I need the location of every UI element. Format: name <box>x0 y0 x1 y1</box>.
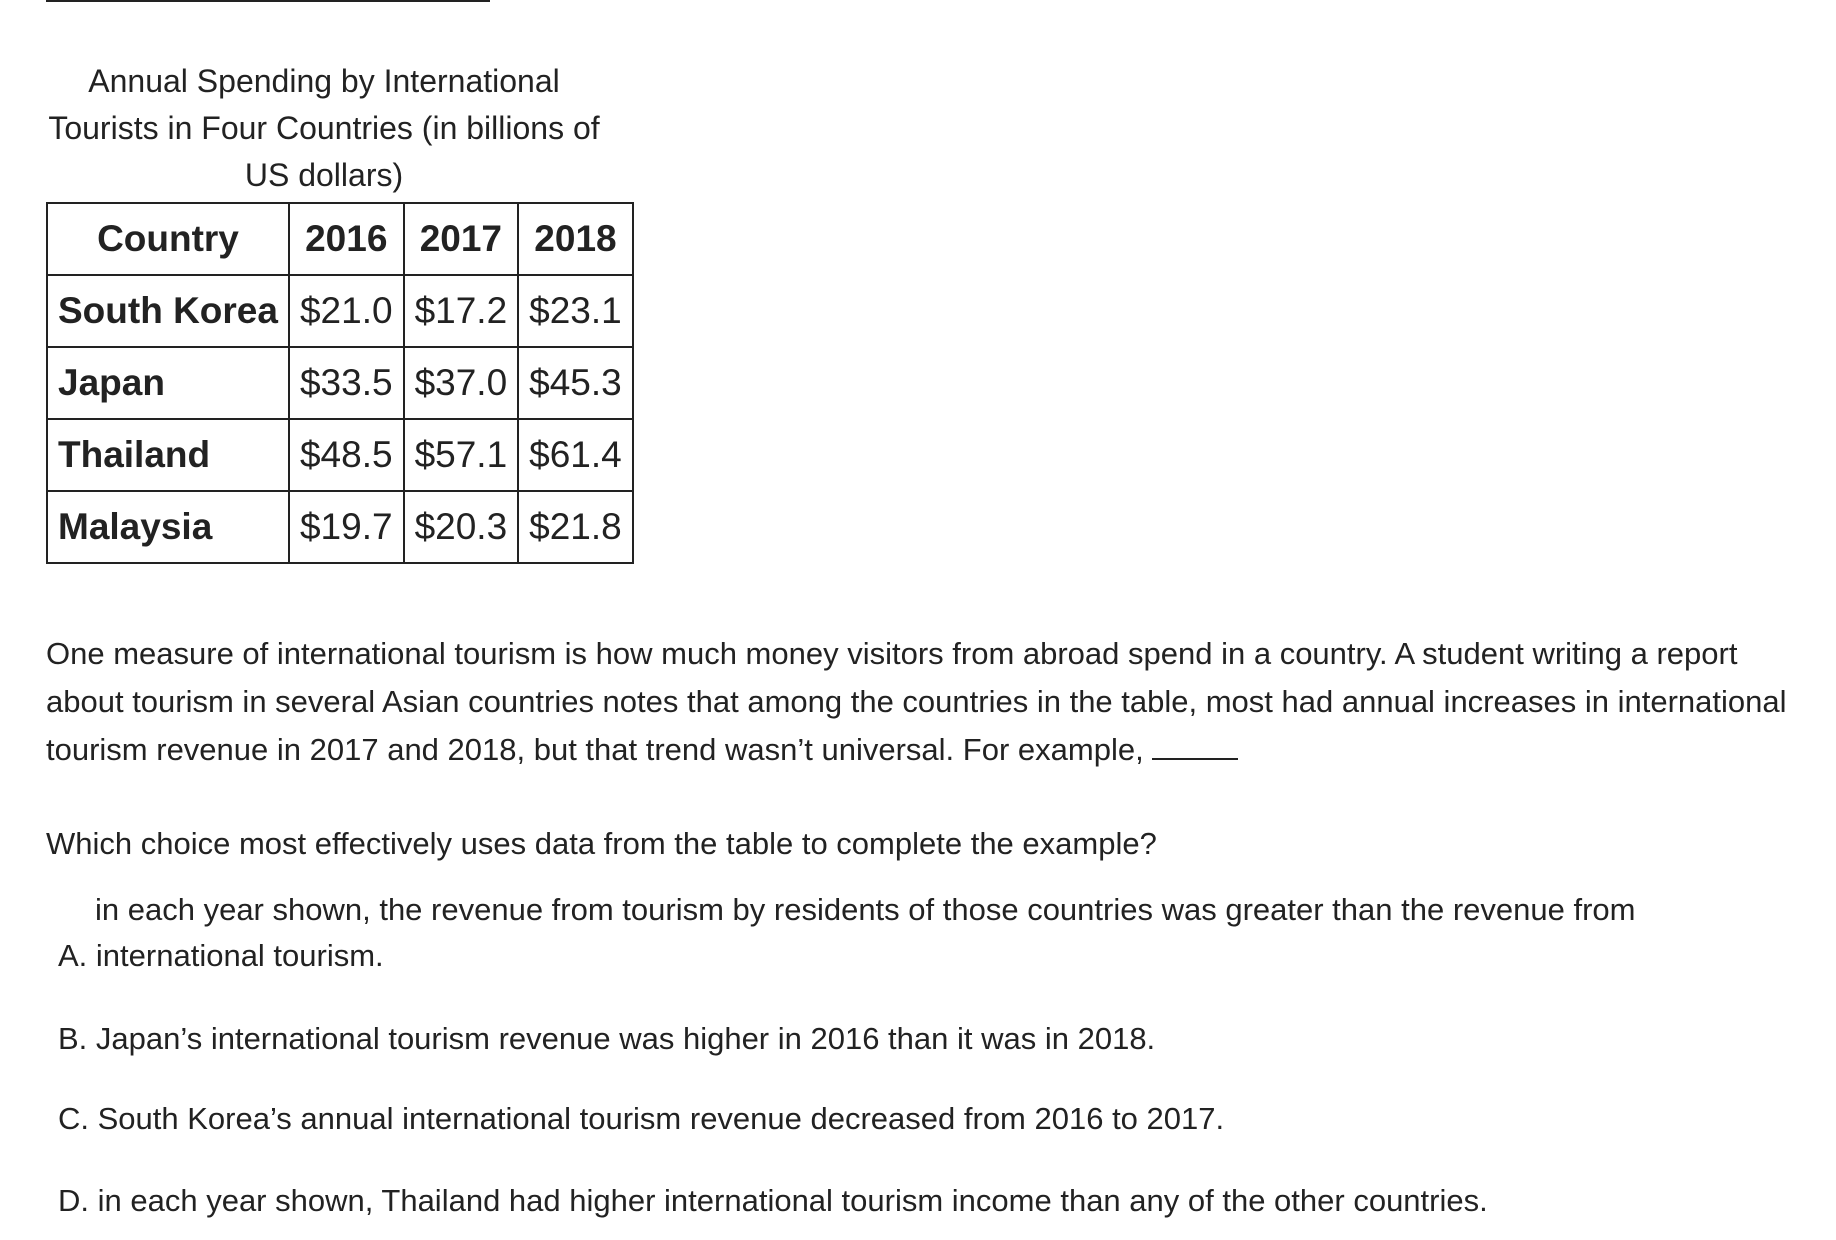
choice-c-text: South Korea’s annual international touri… <box>97 1101 1225 1136</box>
country-cell: Japan <box>46 346 290 420</box>
choice-b[interactable]: B. Japan’s international tourism revenue… <box>58 1016 1155 1062</box>
header-country: Country <box>46 202 290 276</box>
tourism-spending-table: Country 2016 2017 2018 South Korea $21.0… <box>46 202 634 564</box>
table-row: Thailand $48.5 $57.1 $61.4 <box>46 418 634 492</box>
value-cell: $21.8 <box>517 490 634 564</box>
value-cell: $17.2 <box>402 274 520 348</box>
choice-d-letter: D. <box>58 1183 89 1218</box>
table-caption-line-1: Annual Spending by International <box>88 63 560 99</box>
choice-a[interactable]: in each year shown, the revenue from tou… <box>58 887 1758 979</box>
value-cell: $61.4 <box>517 418 634 492</box>
choice-d-text: in each year shown, Thailand had higher … <box>97 1183 1488 1218</box>
header-2016: 2016 <box>287 202 405 276</box>
table-caption-line-2: Tourists in Four Countries (in billions … <box>48 110 600 146</box>
question-prompt: Which choice most effectively uses data … <box>46 826 1157 861</box>
value-cell: $21.0 <box>287 274 405 348</box>
choice-a-text-line-2: international tourism. <box>95 938 384 973</box>
value-cell: $48.5 <box>287 418 405 492</box>
value-cell: $33.5 <box>287 346 405 420</box>
value-cell: $20.3 <box>402 490 520 564</box>
value-cell: $23.1 <box>517 274 634 348</box>
header-2018: 2018 <box>517 202 634 276</box>
choice-a-letter: A. <box>58 938 88 973</box>
fill-in-blank <box>1152 736 1239 760</box>
value-cell: $19.7 <box>287 490 405 564</box>
choice-c-letter: C. <box>58 1101 89 1136</box>
country-cell: Thailand <box>46 418 290 492</box>
table-caption: Annual Spending by International Tourist… <box>46 58 602 199</box>
choice-d[interactable]: D. in each year shown, Thailand had high… <box>58 1178 1488 1224</box>
top-divider <box>46 0 490 2</box>
choice-b-text: Japan’s international tourism revenue wa… <box>95 1021 1156 1056</box>
country-cell: Malaysia <box>46 490 290 564</box>
table-row: Japan $33.5 $37.0 $45.3 <box>46 346 634 420</box>
table-caption-line-3: US dollars) <box>244 157 404 193</box>
table-header-row: Country 2016 2017 2018 <box>46 202 634 276</box>
choice-b-letter: B. <box>58 1021 88 1056</box>
value-cell: $57.1 <box>402 418 520 492</box>
value-cell: $45.3 <box>517 346 634 420</box>
passage-text: One measure of international tourism is … <box>46 630 1816 774</box>
header-2017: 2017 <box>402 202 520 276</box>
passage-body: One measure of international tourism is … <box>46 636 1787 767</box>
table-row: Malaysia $19.7 $20.3 $21.8 <box>46 490 634 564</box>
choice-c[interactable]: C. South Korea’s annual international to… <box>58 1096 1224 1142</box>
choice-a-text-line-1: in each year shown, the revenue from tou… <box>95 892 1636 927</box>
value-cell: $37.0 <box>402 346 520 420</box>
table-row: South Korea $21.0 $17.2 $23.1 <box>46 274 634 348</box>
country-cell: South Korea <box>46 274 290 348</box>
